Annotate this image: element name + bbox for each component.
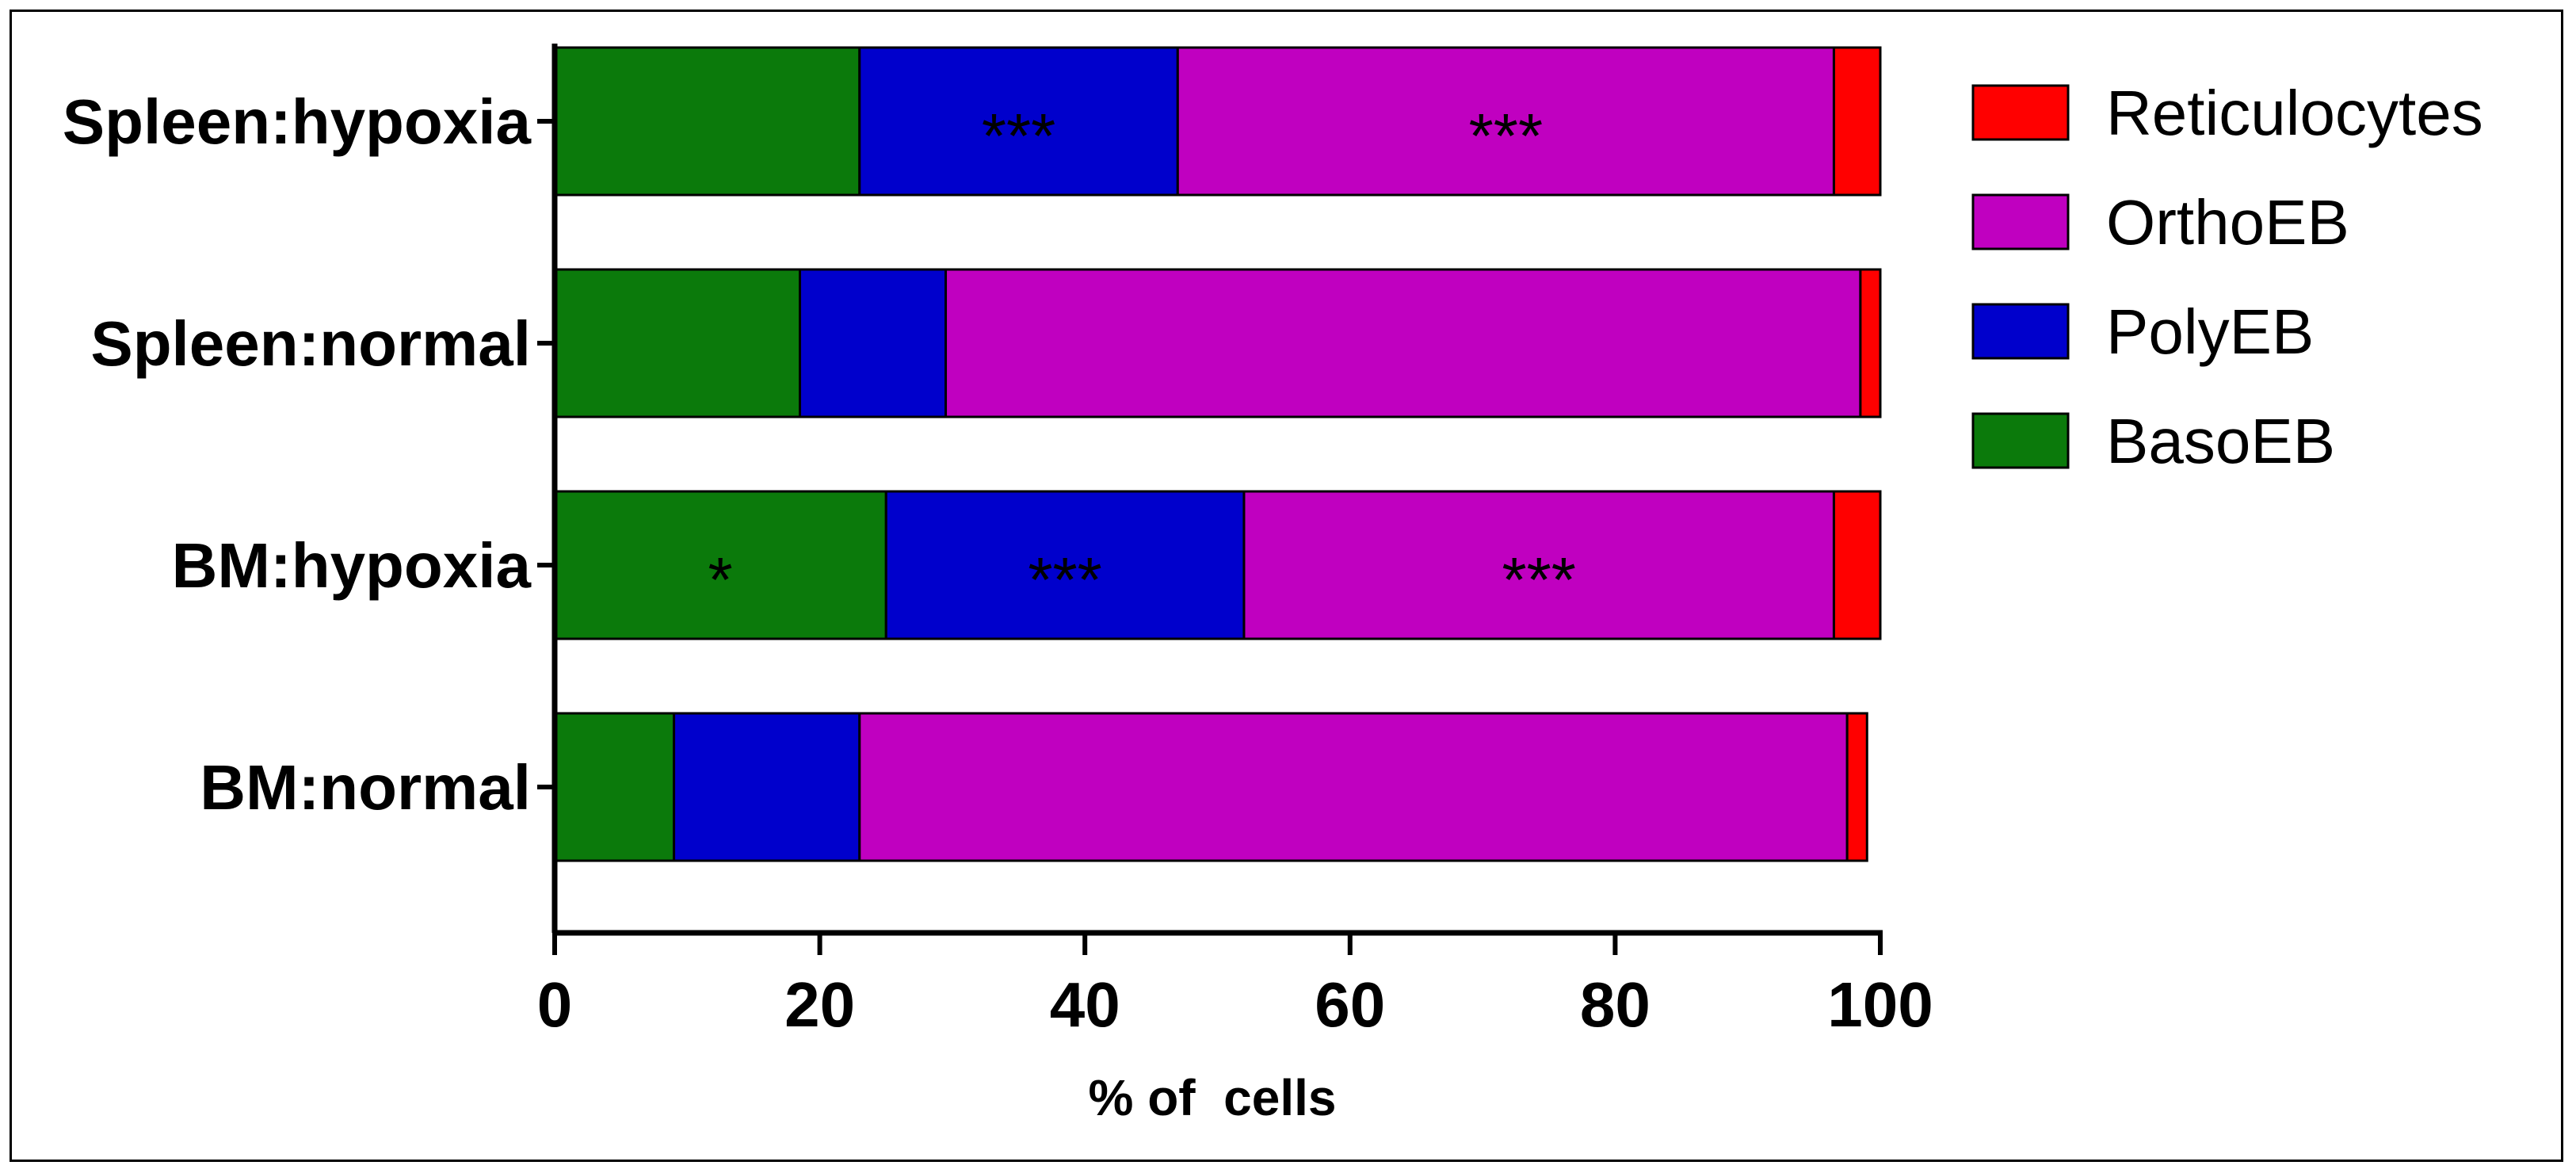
bars-layer (553, 46, 1882, 862)
significance-bm-hypoxia-polyeb: *** (1028, 544, 1101, 615)
category-label-bm-normal: BM:normal (200, 752, 531, 823)
bar-bm-hypoxia-reticulocytes (1832, 490, 1882, 640)
legend-label-basoeb: BasoEB (2106, 406, 2335, 476)
legend-label-polyeb: PolyEB (2106, 296, 2314, 367)
bar-spleen-hypoxia-orthoeb (1176, 46, 1835, 197)
category-label-spleen-normal: Spleen:normal (90, 308, 531, 379)
significance-spleen-hypoxia-orthoeb: *** (1469, 101, 1543, 171)
x-tick-label-0: 0 (537, 969, 573, 1040)
bar-spleen-normal-basoeb (553, 268, 802, 418)
legend-label-reticulocytes: Reticulocytes (2106, 78, 2483, 148)
axes-layer: Spleen:hypoxia Spleen:normal BM:hypoxia BM:… (63, 44, 1933, 1040)
bar-bm-normal-reticulocytes (1845, 712, 1868, 862)
bar-bm-normal-basoeb (553, 712, 676, 862)
legend-swatch-reticulocytes (1971, 84, 2070, 141)
bar-spleen-normal-reticulocytes (1859, 268, 1882, 418)
x-tick-label-40: 40 (1050, 969, 1120, 1040)
legend-swatch-polyeb (1971, 303, 2070, 360)
x-tick-label-80: 80 (1580, 969, 1651, 1040)
legend-swatch-basoeb (1971, 412, 2070, 469)
bar-spleen-normal-polyeb (799, 268, 948, 418)
x-tick-label-100: 100 (1827, 969, 1933, 1040)
legend-label-orthoeb: OrthoEB (2106, 187, 2349, 258)
bar-spleen-hypoxia-basoeb (553, 46, 861, 197)
legend-swatch-orthoeb (1971, 193, 2070, 250)
bar-spleen-hypoxia-polyeb (858, 46, 1179, 197)
bar-spleen-normal-orthoeb (945, 268, 1862, 418)
bar-bm-normal-polyeb (673, 712, 861, 862)
x-tick-label-20: 20 (784, 969, 855, 1040)
category-label-spleen-hypoxia: Spleen:hypoxia (63, 86, 532, 157)
significance-spleen-hypoxia-polyeb: *** (982, 101, 1055, 171)
significance-bm-hypoxia-orthoeb: *** (1502, 544, 1575, 615)
bar-spleen-hypoxia-reticulocytes (1832, 46, 1882, 197)
x-axis-title: % of cells (1089, 1069, 1337, 1126)
legend: Reticulocytes OrthoEB PolyEB BasoEB (1971, 78, 2483, 476)
category-label-bm-hypoxia: BM:hypoxia (172, 530, 532, 601)
bar-bm-normal-orthoeb (858, 712, 1849, 862)
significance-bm-hypoxia-basoeb: * (708, 544, 733, 615)
bar-bm-hypoxia-orthoeb (1242, 490, 1835, 640)
bar-bm-hypoxia-basoeb (553, 490, 887, 640)
bar-bm-hypoxia-polyeb (884, 490, 1246, 640)
annotations-layer: *** **** *** *** (708, 101, 1576, 615)
x-tick-label-60: 60 (1315, 969, 1385, 1040)
